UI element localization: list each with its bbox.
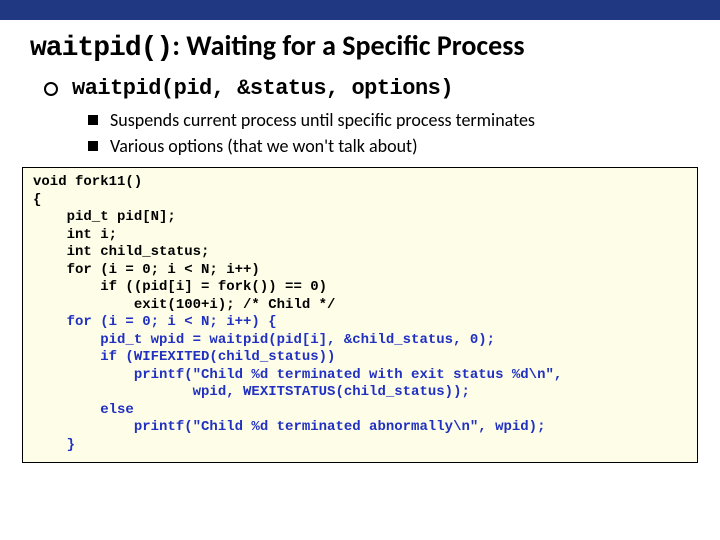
title-monospace-part: waitpid() [30, 33, 172, 64]
bullet-level-2: Various options (that we won't talk abou… [88, 135, 690, 157]
slide-body: waitpid(pid, &status, options) Suspends … [0, 76, 720, 157]
title-rest: : Waiting for a Specific Process [172, 28, 524, 63]
slide-title: waitpid(): Waiting for a Specific Proces… [30, 28, 690, 64]
code-line-highlighted: wpid, WEXITSTATUS(child_status)); [33, 384, 470, 400]
bullet-1-text: waitpid(pid, &status, options) [72, 76, 453, 101]
code-line: int child_status; [33, 244, 209, 260]
sub-bullet-2-text: Various options (that we won't talk abou… [110, 135, 418, 157]
slide-title-row: waitpid(): Waiting for a Specific Proces… [0, 20, 720, 72]
code-line-highlighted: for (i = 0; i < N; i++) { [33, 314, 277, 330]
bullet-level-2: Suspends current process until specific … [88, 109, 690, 131]
code-line-highlighted: } [33, 437, 75, 453]
square-bullet-icon [88, 141, 98, 151]
code-line-highlighted: printf("Child %d terminated abnormally\n… [33, 419, 545, 435]
top-accent-bar [0, 0, 720, 20]
square-bullet-icon [88, 115, 98, 125]
code-line: pid_t pid[N]; [33, 209, 176, 225]
code-line-highlighted: printf("Child %d terminated with exit st… [33, 367, 562, 383]
code-line-highlighted: pid_t wpid = waitpid(pid[i], &child_stat… [33, 332, 495, 348]
bullet-level-1: waitpid(pid, &status, options) [44, 76, 690, 101]
code-line: void fork11() [33, 174, 142, 190]
code-line: exit(100+i); /* Child */ [33, 297, 335, 313]
code-line: int i; [33, 227, 117, 243]
code-line-highlighted: if (WIFEXITED(child_status)) [33, 349, 335, 365]
sub-bullet-1-text: Suspends current process until specific … [110, 109, 535, 131]
code-block: void fork11() { pid_t pid[N]; int i; int… [22, 167, 698, 463]
code-line: for (i = 0; i < N; i++) [33, 262, 260, 278]
code-line: { [33, 192, 41, 208]
code-line: if ((pid[i] = fork()) == 0) [33, 279, 327, 295]
code-line-highlighted: else [33, 402, 134, 418]
hollow-circle-bullet-icon [44, 82, 58, 96]
